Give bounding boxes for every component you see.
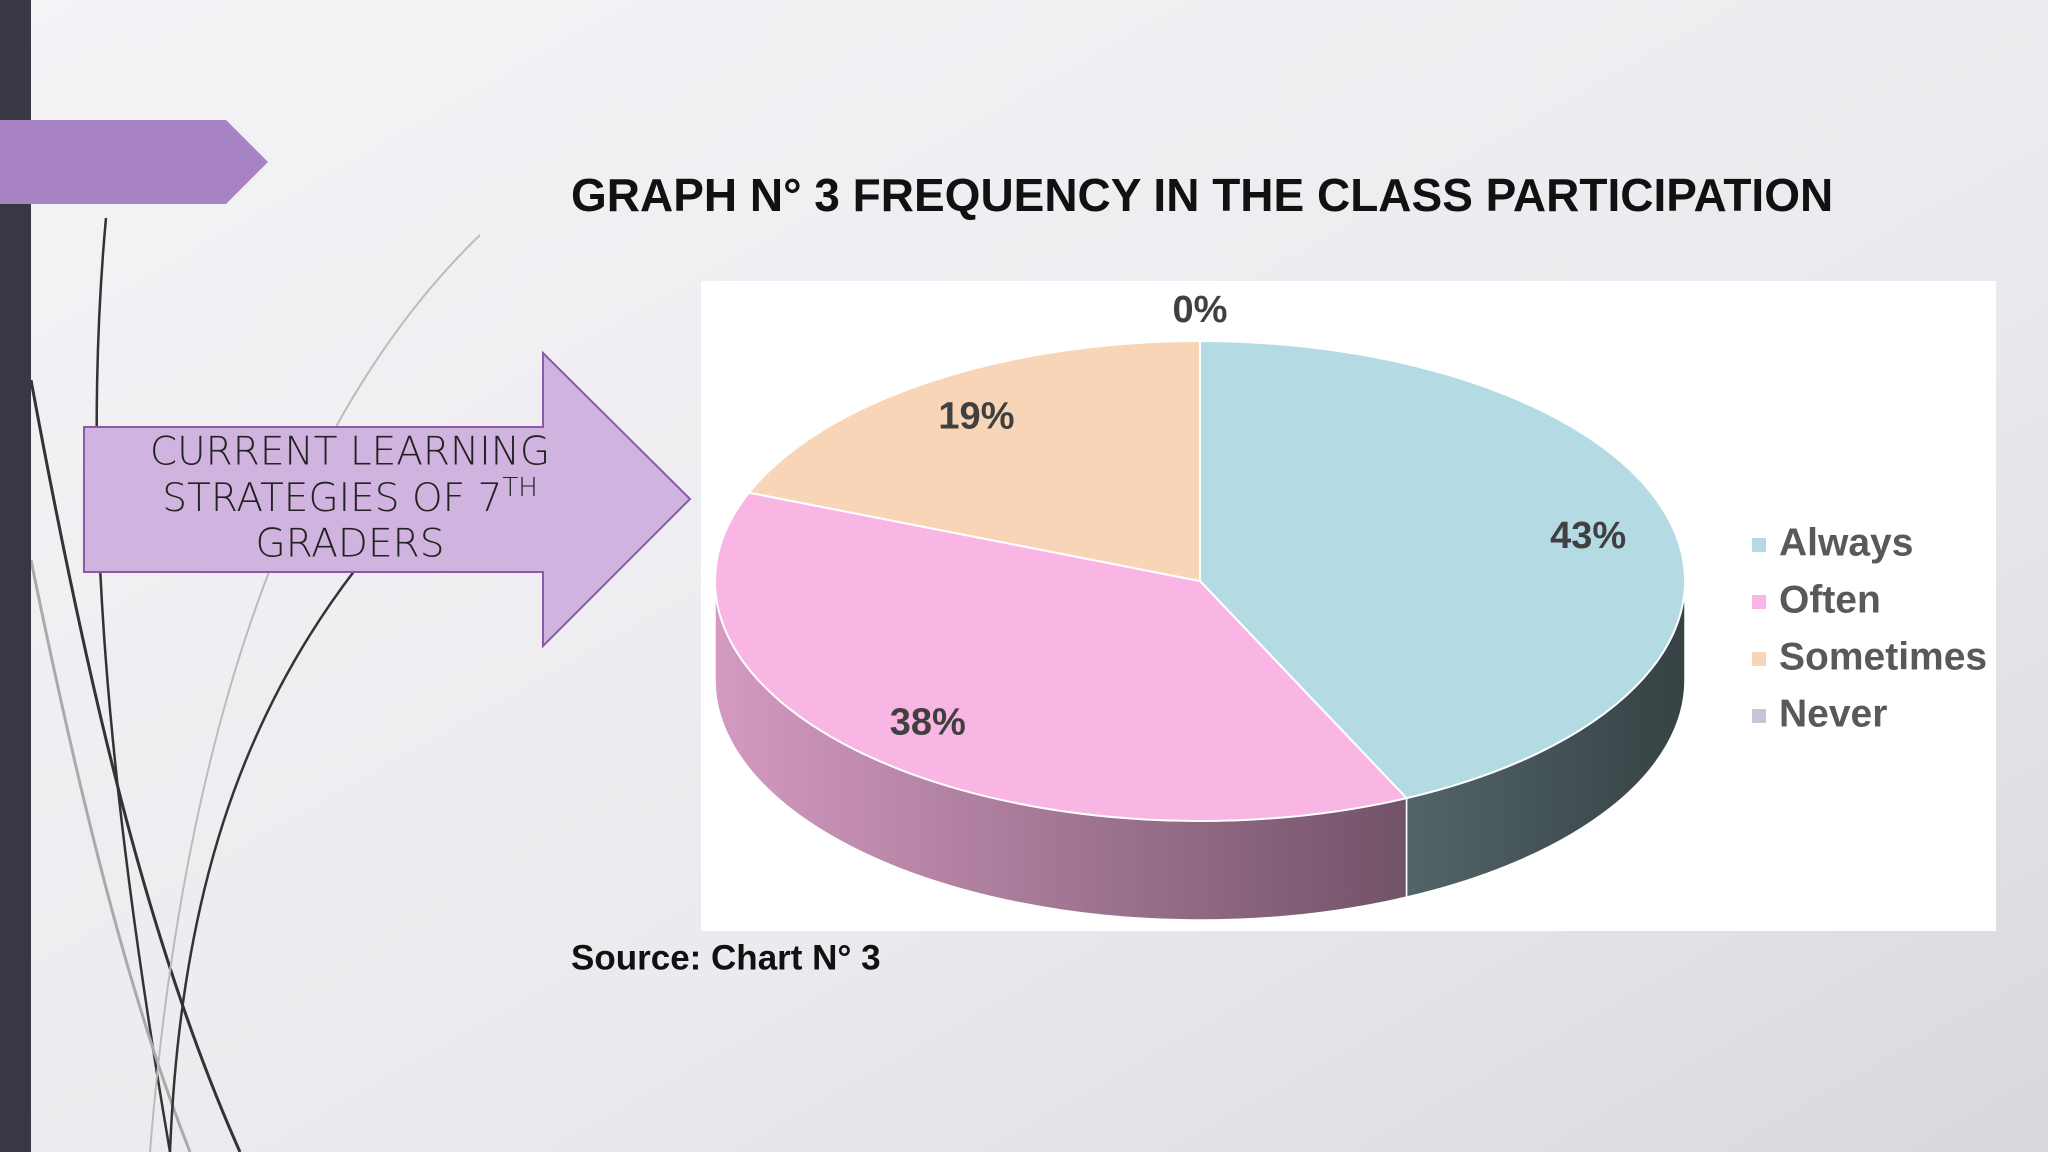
data-label: 0% [1173, 289, 1228, 331]
legend-label: Sometimes [1779, 635, 1987, 678]
pie-slice [1199, 339, 1686, 800]
chart-title: GRAPH N° 3 FREQUENCY IN THE CLASS PARTIC… [571, 169, 1833, 221]
curve [29, 379, 242, 1152]
legend-swatch [1752, 709, 1766, 723]
decor-curves [29, 217, 481, 1152]
pie-slice [747, 339, 1201, 583]
curve [29, 559, 192, 1152]
legend-swatch [1752, 652, 1766, 666]
legend-label: Always [1779, 521, 1913, 564]
curve [168, 569, 356, 1152]
data-labels: 43% 38% 19% 0% [890, 289, 1626, 743]
pie-top [714, 339, 1686, 822]
callout-arrow [83, 350, 692, 649]
tab [0, 120, 268, 204]
legend-label: Often [1779, 578, 1881, 621]
legend-label: Never [1779, 692, 1887, 735]
callout-line: STRATEGIES OF 7TH [162, 473, 538, 521]
legend: Always Often Sometimes Never [1752, 521, 1987, 735]
legend-swatch [1752, 595, 1766, 609]
data-label: 19% [938, 395, 1014, 437]
data-label: 43% [1550, 515, 1626, 557]
callout-line: CURRENT LEARNING [150, 430, 550, 475]
source: Source: Chart N° 3 [571, 938, 881, 977]
legend-swatch [1752, 538, 1766, 552]
curve [95, 217, 172, 1152]
callout-text: STRATEGIES OF 7 [162, 476, 502, 521]
pie-slice [714, 491, 1409, 822]
data-label: 38% [890, 701, 966, 743]
callout-superscript: TH [502, 473, 537, 503]
callout-line: GRADERS [256, 522, 445, 567]
